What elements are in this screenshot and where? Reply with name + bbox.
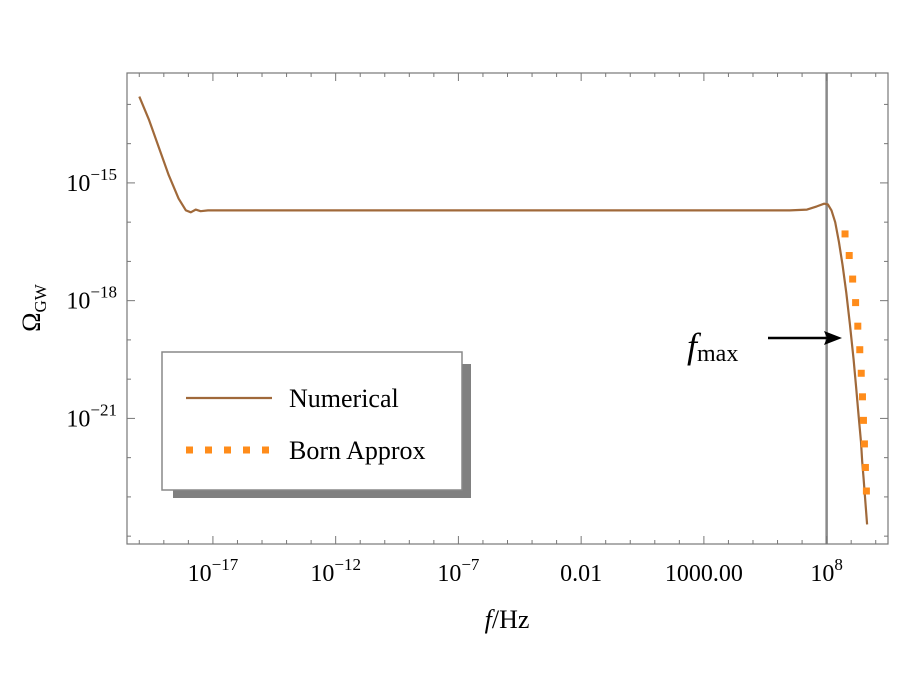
x-tick-label: 1000.00 (665, 561, 743, 587)
x-axis: 10−17 10−12 10−7 0.01 1000.00 108 (138, 73, 877, 587)
born-approx-point (845, 252, 853, 260)
x-axis-label: f/Hz (485, 605, 530, 634)
born-approx-point (856, 346, 864, 354)
plot-content (138, 73, 870, 544)
born-approx-point (852, 299, 860, 307)
born-approx-point (860, 440, 868, 448)
legend-label-numerical: Numerical (289, 384, 399, 413)
legend-label-born: Born Approx (289, 436, 426, 465)
y-axis: 10−15 10−18 10−21 (66, 103, 888, 537)
y-tick-label: 10−18 (66, 283, 117, 315)
fmax-arrow-head (824, 331, 842, 345)
born-approx-point (849, 275, 857, 283)
x-tick-label: 10−12 (310, 555, 361, 587)
born-approx-point (854, 322, 862, 330)
x-tick-label: 10−17 (188, 555, 239, 587)
fmax-label: fmax (687, 326, 738, 367)
x-tick-label: 0.01 (560, 561, 602, 587)
legend-box (161, 351, 463, 491)
born-approx-point (858, 393, 866, 401)
born-approx-point (841, 230, 849, 238)
y-axis-label: ΩGW (17, 283, 50, 332)
legend: Numerical Born Approx (161, 351, 471, 498)
y-tick-label: 10−21 (66, 400, 117, 432)
y-tick-label: 10−15 (66, 165, 117, 197)
x-tick-label: 10−7 (437, 555, 480, 587)
fmax-annotation: fmax (687, 326, 842, 367)
born-approx-point (862, 487, 870, 495)
series-numerical-line (138, 96, 869, 525)
born-approx-point (859, 416, 867, 424)
born-approx-point (857, 369, 865, 377)
x-tick-label: 108 (810, 555, 843, 587)
born-approx-point (861, 463, 869, 471)
